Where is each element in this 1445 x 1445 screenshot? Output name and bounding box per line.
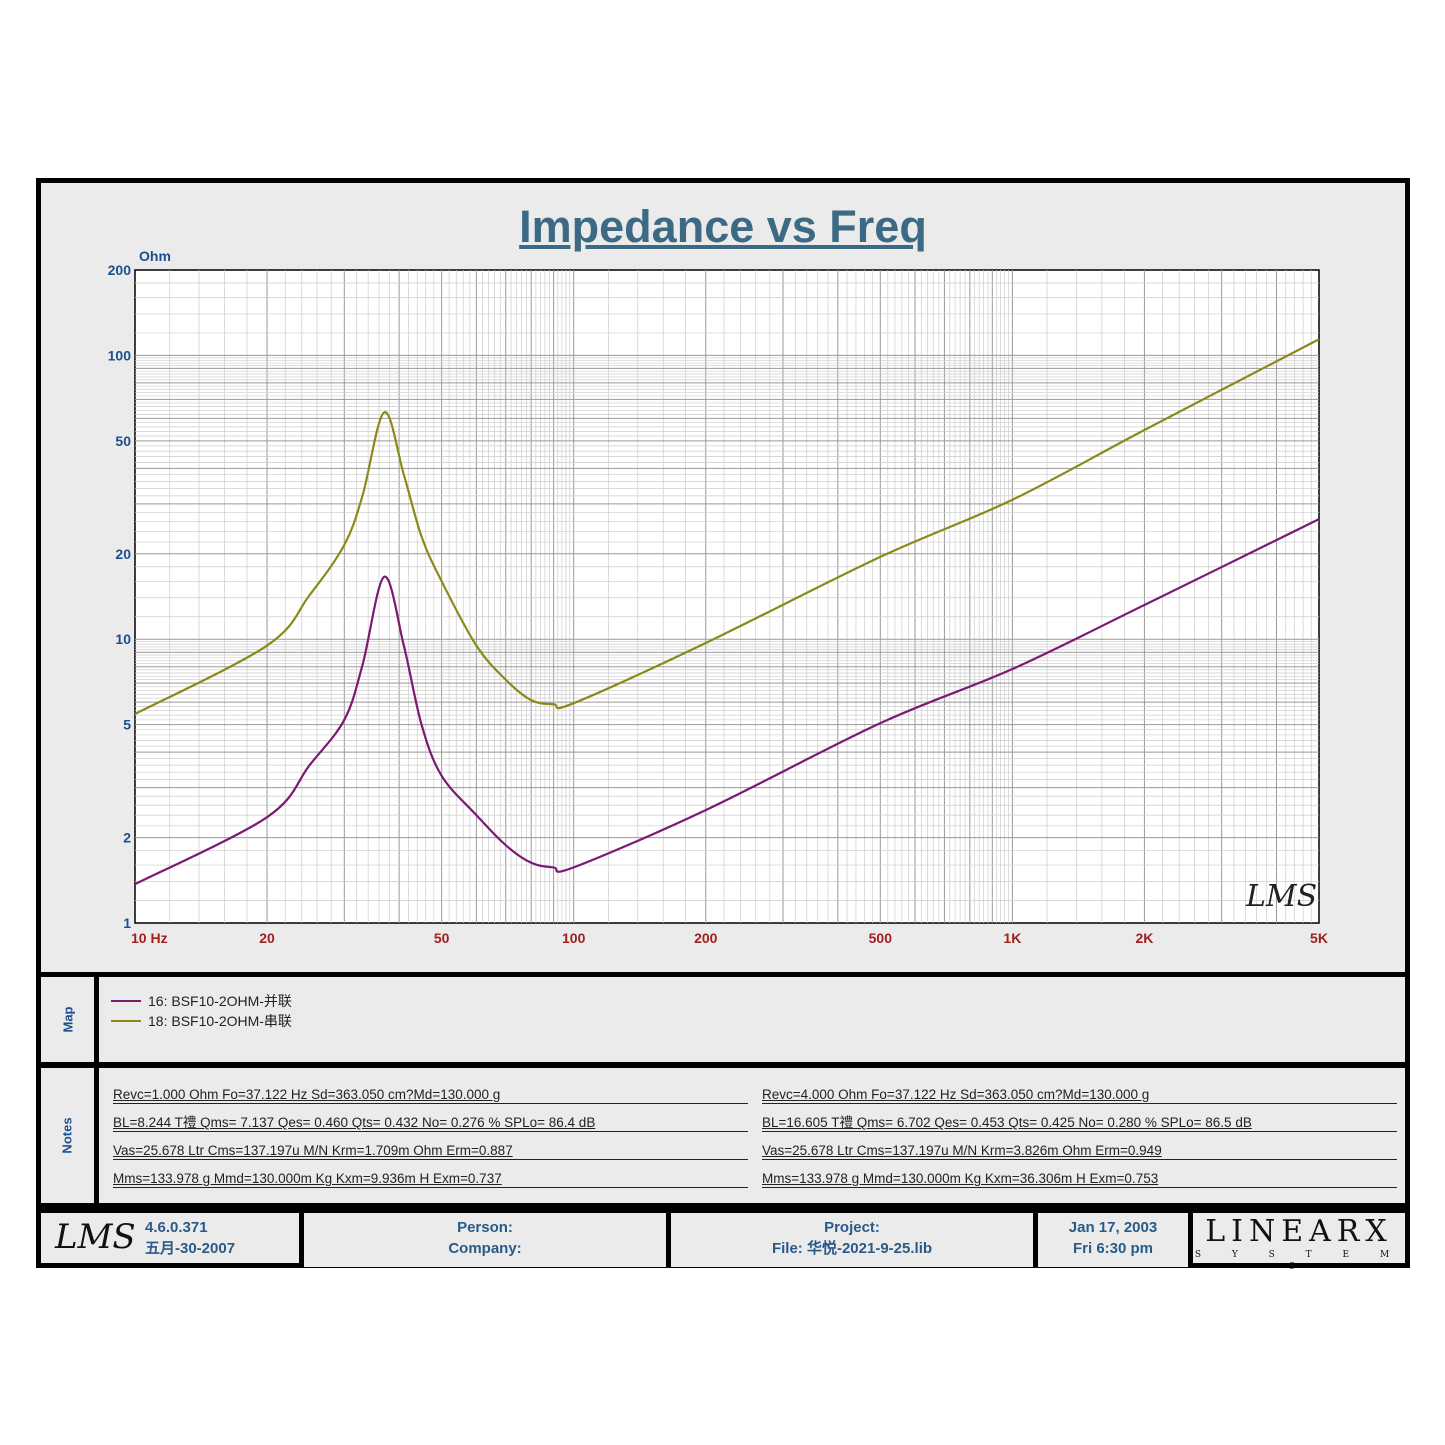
legend-swatch	[111, 1000, 141, 1002]
legend-label: 18: BSF10-2OHM-串联	[148, 1013, 292, 1029]
legend-item[interactable]: 16: BSF10-2OHM-并联	[111, 991, 292, 1011]
report-frame: Impedance vs Freq Ohm 10 Hz 20 50 100 200 500…	[36, 178, 1410, 1272]
note-line: Revc=4.000 Ohm Fo=37.122 Hz Sd=363.050 c…	[762, 1086, 1397, 1104]
build-date: 五月-30-2007	[145, 1240, 236, 1257]
chart-panel: Impedance vs Freq Ohm 10 Hz 20 50 100 200 500…	[41, 183, 1405, 972]
y-tick-label: 50	[115, 433, 131, 449]
note-line: BL=16.605 T禮 Qms= 6.702 Qes= 0.453 Qts= …	[762, 1114, 1397, 1132]
y-tick-label: 100	[108, 347, 132, 363]
x-tick-label: 50	[434, 930, 450, 946]
project-label: Project:	[824, 1219, 880, 1236]
x-tick-label: 10 Hz	[131, 930, 168, 946]
version: 4.6.0.371	[145, 1219, 208, 1236]
note-line: Vas=25.678 Ltr Cms=137.197u M/N Krm=1.70…	[113, 1142, 748, 1160]
y-tick-label: 10	[115, 631, 131, 647]
y-tick-label: 200	[108, 262, 132, 278]
notes-panel: Revc=1.000 Ohm Fo=37.122 Hz Sd=363.050 c…	[99, 1068, 1405, 1203]
x-tick-label: 100	[562, 930, 586, 946]
y-axis-unit: Ohm	[139, 248, 171, 264]
plot-area	[134, 269, 1320, 924]
linearx-logo: LINEARX S Y S T E M S	[1193, 1213, 1405, 1272]
x-tick-label: 5K	[1310, 930, 1328, 946]
note-line: Mms=133.978 g Mmd=130.000m Kg Kxm=9.936m…	[113, 1170, 748, 1188]
legend-item[interactable]: 18: BSF10-2OHM-串联	[111, 1011, 292, 1031]
legend-swatch	[111, 1020, 141, 1022]
notes-section-label: Notes	[41, 1068, 94, 1203]
grid	[134, 269, 1320, 924]
lms-watermark: LMS	[1245, 879, 1317, 914]
note-line: Revc=1.000 Ohm Fo=37.122 Hz Sd=363.050 c…	[113, 1086, 748, 1104]
footer-project: Project: File: 华悦-2021-9-25.lib	[671, 1213, 1033, 1267]
footer-person: Person: Company:	[304, 1213, 666, 1267]
legend-label: 16: BSF10-2OHM-并联	[148, 993, 292, 1009]
x-tick-label: 20	[259, 930, 275, 946]
x-tick-label: 500	[869, 930, 893, 946]
y-tick-label: 20	[115, 546, 131, 562]
map-section-label: Map	[41, 977, 94, 1062]
footer-version: LMS 4.6.0.371 五月-30-2007	[41, 1213, 299, 1263]
y-tick-label: 2	[123, 830, 131, 846]
time: Fri 6:30 pm	[1072, 1240, 1154, 1257]
file-name: File: 华悦-2021-9-25.lib	[771, 1240, 933, 1257]
y-tick-label: 5	[123, 717, 131, 733]
x-tick-label: 1K	[1003, 930, 1021, 946]
note-line: Vas=25.678 Ltr Cms=137.197u M/N Krm=3.82…	[762, 1142, 1397, 1160]
map-label: Map	[60, 1006, 75, 1033]
date: Jan 17, 2003	[1068, 1219, 1158, 1236]
x-tick-label: 2K	[1135, 930, 1153, 946]
person-label: Person:	[457, 1219, 513, 1236]
y-tick-label: 1	[123, 915, 131, 931]
note-line: BL=8.244 T禮 Qms= 7.137 Qes= 0.460 Qts= 0…	[113, 1114, 748, 1132]
brand-sub: S Y S T E M S	[1194, 1250, 1404, 1272]
company-label: Company:	[448, 1240, 522, 1257]
x-tick-label: 200	[694, 930, 718, 946]
lms-logo: LMS	[55, 1217, 136, 1257]
footer-date: Jan 17, 2003 Fri 6:30 pm	[1038, 1213, 1188, 1267]
chart-title: Impedance vs Freq	[519, 201, 927, 252]
series-line-1	[134, 518, 1320, 886]
series-line-2	[134, 338, 1320, 715]
map-legend: 16: BSF10-2OHM-并联 18: BSF10-2OHM-串联	[99, 977, 1405, 1062]
notes-label: Notes	[60, 1117, 75, 1154]
impedance-chart: Ohm 10 Hz 20 50 100 200 500 1K 2K 5K 1 2 5 10 20 50 100…	[108, 248, 1328, 946]
note-line: Mms=133.978 g Mmd=130.000m Kg Kxm=36.306…	[762, 1170, 1397, 1188]
brand-name: LINEARX	[1205, 1214, 1393, 1249]
